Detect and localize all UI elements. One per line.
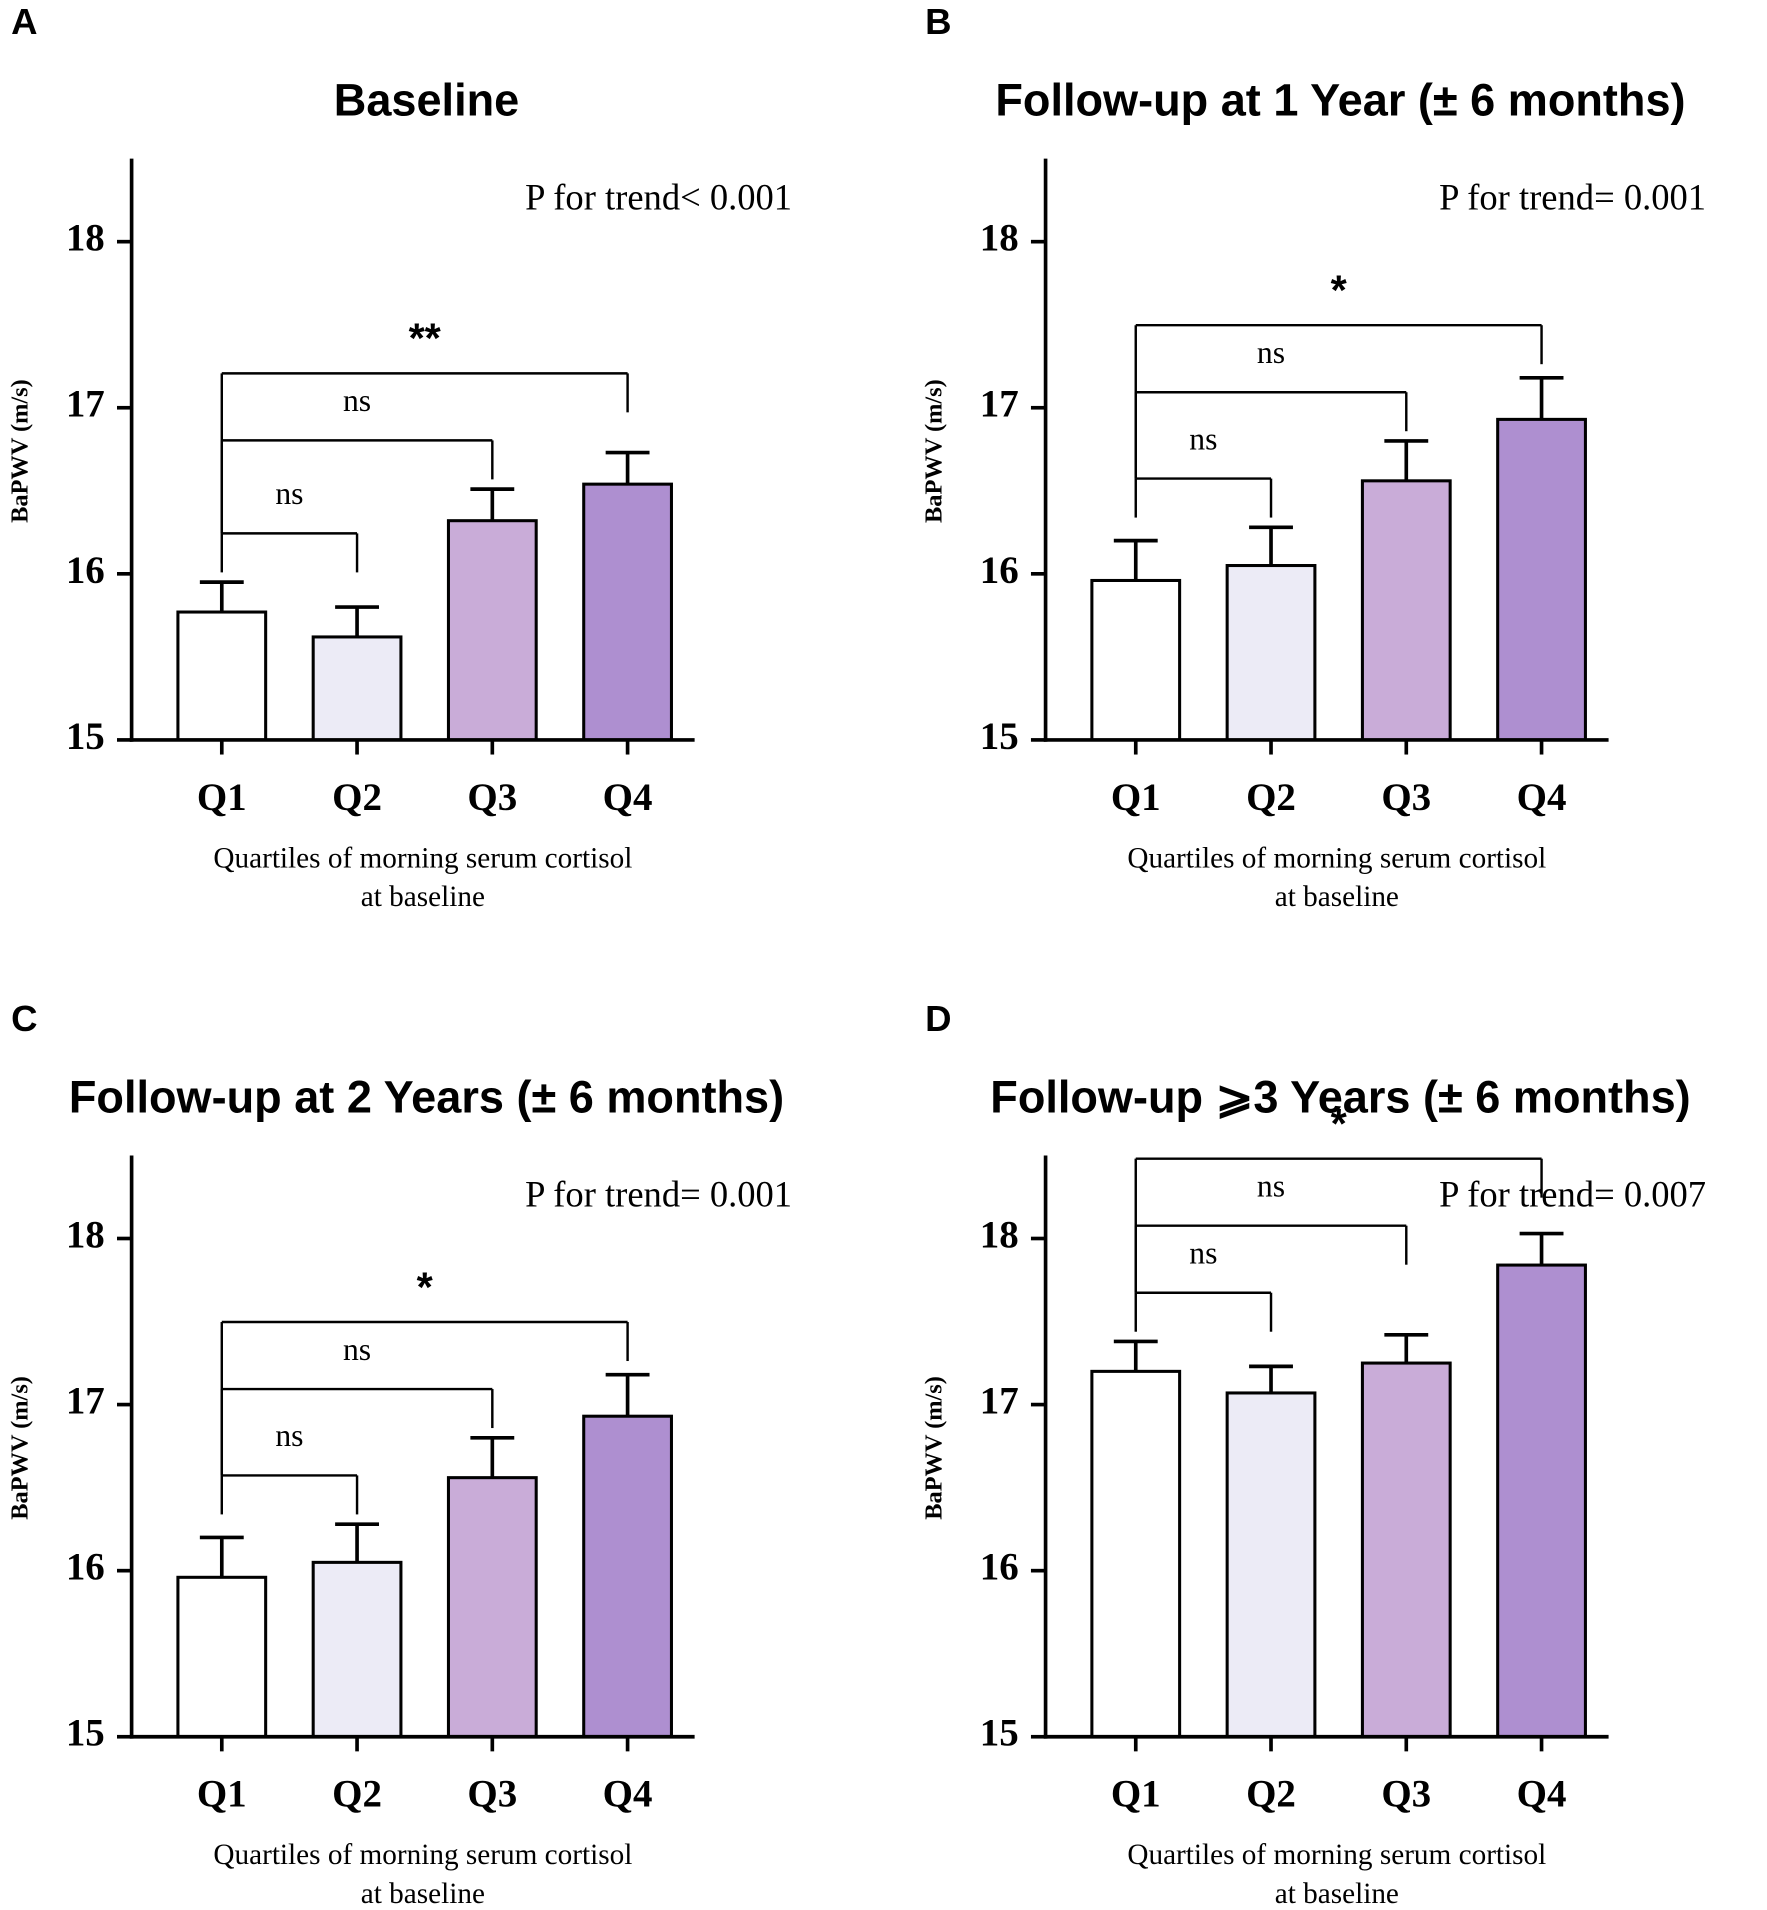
x-tick-label: Q1 (197, 1773, 247, 1816)
y-tick-label: 18 (980, 1213, 1019, 1256)
bar (311, 1560, 403, 1739)
y-tick-label: 15 (66, 715, 105, 758)
y-tick-label: 17 (66, 1380, 105, 1423)
annotation: P for trend< 0.001 (525, 177, 792, 218)
x-axis-label: at baseline (361, 881, 485, 913)
bracket-label: * (1331, 266, 1348, 313)
bracket-label: ns (343, 383, 371, 418)
bar (582, 482, 673, 742)
x-axis-label: Quartiles of morning serum cortisol (1127, 842, 1546, 874)
bar (1496, 1263, 1587, 1739)
x-axis-label: Quartiles of morning serum cortisol (1127, 1839, 1546, 1871)
y-tick-label: 18 (66, 217, 105, 260)
bar (1090, 578, 1182, 742)
x-tick-label: Q3 (467, 1773, 517, 1816)
y-tick-label: 16 (980, 1546, 1019, 1589)
y-tick-label: 15 (980, 715, 1019, 758)
y-tick-label: 18 (66, 1213, 105, 1256)
x-tick-label: Q4 (1517, 1773, 1567, 1816)
x-tick-label: Q3 (1381, 1773, 1431, 1816)
y-tick-label: 16 (66, 1546, 105, 1589)
x-tick-label: Q3 (467, 776, 517, 819)
bar (1496, 417, 1587, 742)
chart-title: Follow-up ⩾3 Years (± 6 months) (990, 1072, 1690, 1123)
x-axis-label: Quartiles of morning serum cortisol (213, 1839, 632, 1871)
y-tick-label: 15 (66, 1712, 105, 1755)
panel-label: B (925, 1, 951, 42)
x-tick-label: Q1 (1111, 1773, 1161, 1816)
bar (1225, 1391, 1317, 1739)
bar (176, 1575, 268, 1739)
y-axis-label: BaPWV (m/s) (920, 1376, 947, 1520)
bar (446, 1476, 538, 1739)
bracket-label: ns (1189, 421, 1217, 456)
bracket-label: ns (343, 1332, 371, 1367)
chart-title: Follow-up at 1 Year (± 6 months) (995, 75, 1685, 126)
x-tick-label: Q3 (1381, 776, 1431, 819)
x-tick-label: Q4 (1517, 776, 1567, 819)
x-tick-label: Q2 (1246, 1773, 1296, 1816)
bracket-label: ns (275, 476, 303, 511)
annotation: P for trend= 0.007 (1439, 1174, 1706, 1215)
bar (1360, 479, 1452, 742)
bar (311, 635, 403, 742)
x-tick-label: Q1 (197, 776, 247, 819)
annotation: P for trend= 0.001 (1439, 177, 1706, 218)
x-axis-label: at baseline (361, 1878, 485, 1910)
chart-title: Baseline (334, 75, 519, 126)
x-tick-label: Q4 (603, 776, 653, 819)
bracket-label: ns (1257, 335, 1285, 370)
x-axis-label: at baseline (1275, 881, 1399, 913)
bracket-label: ns (275, 1418, 303, 1453)
panel-label: A (11, 1, 37, 42)
bracket-label: ns (1189, 1235, 1217, 1270)
bar (582, 1414, 673, 1739)
y-tick-label: 17 (66, 383, 105, 426)
bar (446, 519, 538, 742)
y-tick-label: 17 (980, 383, 1019, 426)
x-tick-label: Q2 (1246, 776, 1296, 819)
bar (1225, 564, 1317, 742)
x-axis-label: at baseline (1275, 1878, 1399, 1910)
x-tick-label: Q4 (603, 1773, 653, 1816)
y-tick-label: 16 (980, 549, 1019, 592)
annotation: P for trend= 0.001 (525, 1174, 792, 1215)
y-axis-label: BaPWV (m/s) (7, 1376, 34, 1520)
y-tick-label: 18 (980, 217, 1019, 260)
y-axis-label: BaPWV (m/s) (7, 379, 34, 523)
bracket-label: ns (1257, 1168, 1285, 1203)
panel-label: C (11, 998, 37, 1039)
bracket-label: ** (409, 315, 442, 362)
chart-title: Follow-up at 2 Years (± 6 months) (69, 1072, 784, 1123)
bar (1090, 1369, 1182, 1739)
x-tick-label: Q2 (332, 776, 382, 819)
y-tick-label: 16 (66, 549, 105, 592)
y-tick-label: 15 (980, 1712, 1019, 1755)
panel-label: D (925, 998, 951, 1039)
y-axis-label: BaPWV (m/s) (920, 379, 947, 523)
bracket-label: * (417, 1263, 434, 1310)
x-tick-label: Q1 (1111, 776, 1161, 819)
bracket-label: * (1331, 1100, 1348, 1147)
bar (176, 610, 268, 742)
x-tick-label: Q2 (332, 1773, 382, 1816)
x-axis-label: Quartiles of morning serum cortisol (213, 842, 632, 874)
y-tick-label: 17 (980, 1380, 1019, 1423)
bar (1360, 1361, 1452, 1739)
